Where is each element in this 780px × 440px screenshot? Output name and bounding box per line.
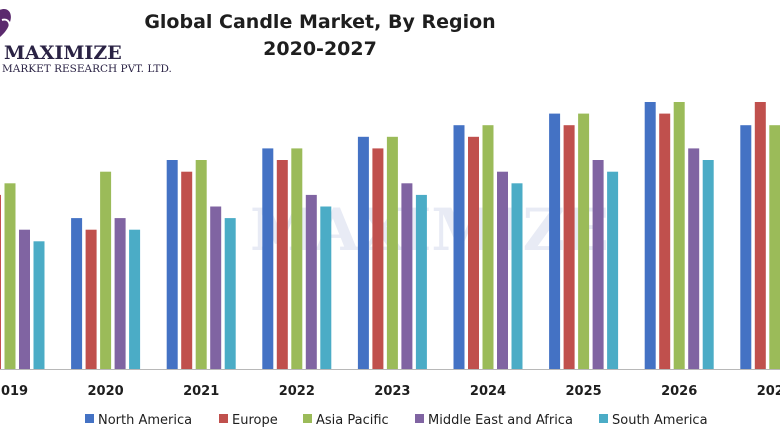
bar-2026-europe: [659, 113, 671, 369]
legend-swatch-south-america: [599, 414, 608, 423]
bar-2021-middle-east-and-africa: [210, 206, 222, 369]
legend-label-europe: Europe: [232, 413, 278, 428]
legend-label-asia-pacific: Asia Pacific: [316, 413, 389, 428]
logo-mark-icon: [0, 8, 11, 37]
bar-2027-asia-pacific: [769, 125, 780, 369]
legend-swatch-north-america: [85, 414, 94, 423]
legend-swatch-middle-east-and-africa: [415, 414, 424, 423]
bar-2019-south-america: [33, 241, 45, 369]
bar-2019-asia-pacific: [4, 183, 16, 369]
x-tick-2019: 2019: [0, 384, 28, 399]
bar-2019-europe: [0, 194, 1, 369]
bar-2025-south-america: [607, 171, 619, 369]
legend-label-middle-east-and-africa: Middle East and Africa: [428, 413, 573, 428]
x-tick-labels: 2019 2020 2021 2022 2023 2024 2025 2026 2027: [0, 384, 780, 399]
bar-2022-middle-east-and-africa: [305, 194, 317, 369]
chart-title: Global Candle Market, By Region: [144, 11, 495, 33]
bar-2023-europe: [372, 148, 384, 369]
bar-2020-middle-east-and-africa: [114, 218, 126, 369]
bar-2025-asia-pacific: [578, 113, 590, 369]
bar-2020-south-america: [129, 229, 141, 369]
bar-2026-north-america: [644, 102, 656, 369]
x-tick-2020: 2020: [88, 384, 124, 399]
x-tick-2027: 2027: [757, 384, 780, 399]
bar-2027-north-america: [740, 125, 752, 369]
bar-2022-south-america: [320, 206, 332, 369]
x-tick-2023: 2023: [374, 384, 410, 399]
legend-label-north-america: North America: [98, 413, 192, 428]
bar-2025-north-america: [549, 113, 561, 369]
legend-swatch-asia-pacific: [303, 414, 312, 423]
legend-label-south-america: South America: [612, 413, 708, 428]
bar-2024-south-america: [511, 183, 523, 369]
bar-2021-north-america: [166, 160, 178, 369]
logo-tagline: MARKET RESEARCH PVT. LTD.: [2, 63, 172, 75]
bar-2025-europe: [563, 125, 575, 369]
bar-2026-south-america: [702, 160, 714, 369]
bar-2023-south-america: [415, 194, 427, 369]
x-tick-2026: 2026: [661, 384, 697, 399]
legend-swatch-europe: [219, 414, 228, 423]
x-tick-2025: 2025: [566, 384, 602, 399]
bar-2021-asia-pacific: [195, 160, 207, 369]
bar-2026-middle-east-and-africa: [688, 148, 700, 369]
bar-2024-europe: [468, 136, 479, 369]
bar-2023-middle-east-and-africa: [401, 183, 413, 369]
chart-subtitle: 2020-2027: [263, 38, 377, 60]
bar-2023-asia-pacific: [386, 136, 398, 369]
company-logo: MAXIMIZE MARKET RESEARCH PVT. LTD.: [0, 8, 172, 75]
bar-2020-asia-pacific: [100, 171, 112, 369]
bar-2024-asia-pacific: [482, 125, 494, 369]
bar-2022-north-america: [262, 148, 274, 369]
bar-2021-south-america: [224, 218, 236, 369]
bars-group: [0, 102, 780, 369]
x-tick-2021: 2021: [183, 384, 219, 399]
bar-2024-middle-east-and-africa: [497, 171, 508, 369]
logo-name: MAXIMIZE: [4, 42, 122, 64]
bar-2022-europe: [276, 160, 288, 369]
bar-2027-europe: [754, 102, 766, 369]
bar-2023-north-america: [357, 136, 369, 369]
legend: North America Europe Asia Pacific Middle Ea…: [85, 413, 708, 428]
bar-2020-north-america: [71, 218, 83, 369]
bar-2019-middle-east-and-africa: [19, 229, 30, 369]
bar-2026-asia-pacific: [673, 102, 685, 369]
bar-2020-europe: [85, 229, 97, 369]
x-tick-2024: 2024: [470, 384, 506, 399]
bar-2024-north-america: [453, 125, 465, 369]
bar-2022-asia-pacific: [291, 148, 303, 369]
x-tick-2022: 2022: [279, 384, 315, 399]
bar-2025-middle-east-and-africa: [592, 160, 604, 369]
bar-2021-europe: [181, 171, 193, 369]
